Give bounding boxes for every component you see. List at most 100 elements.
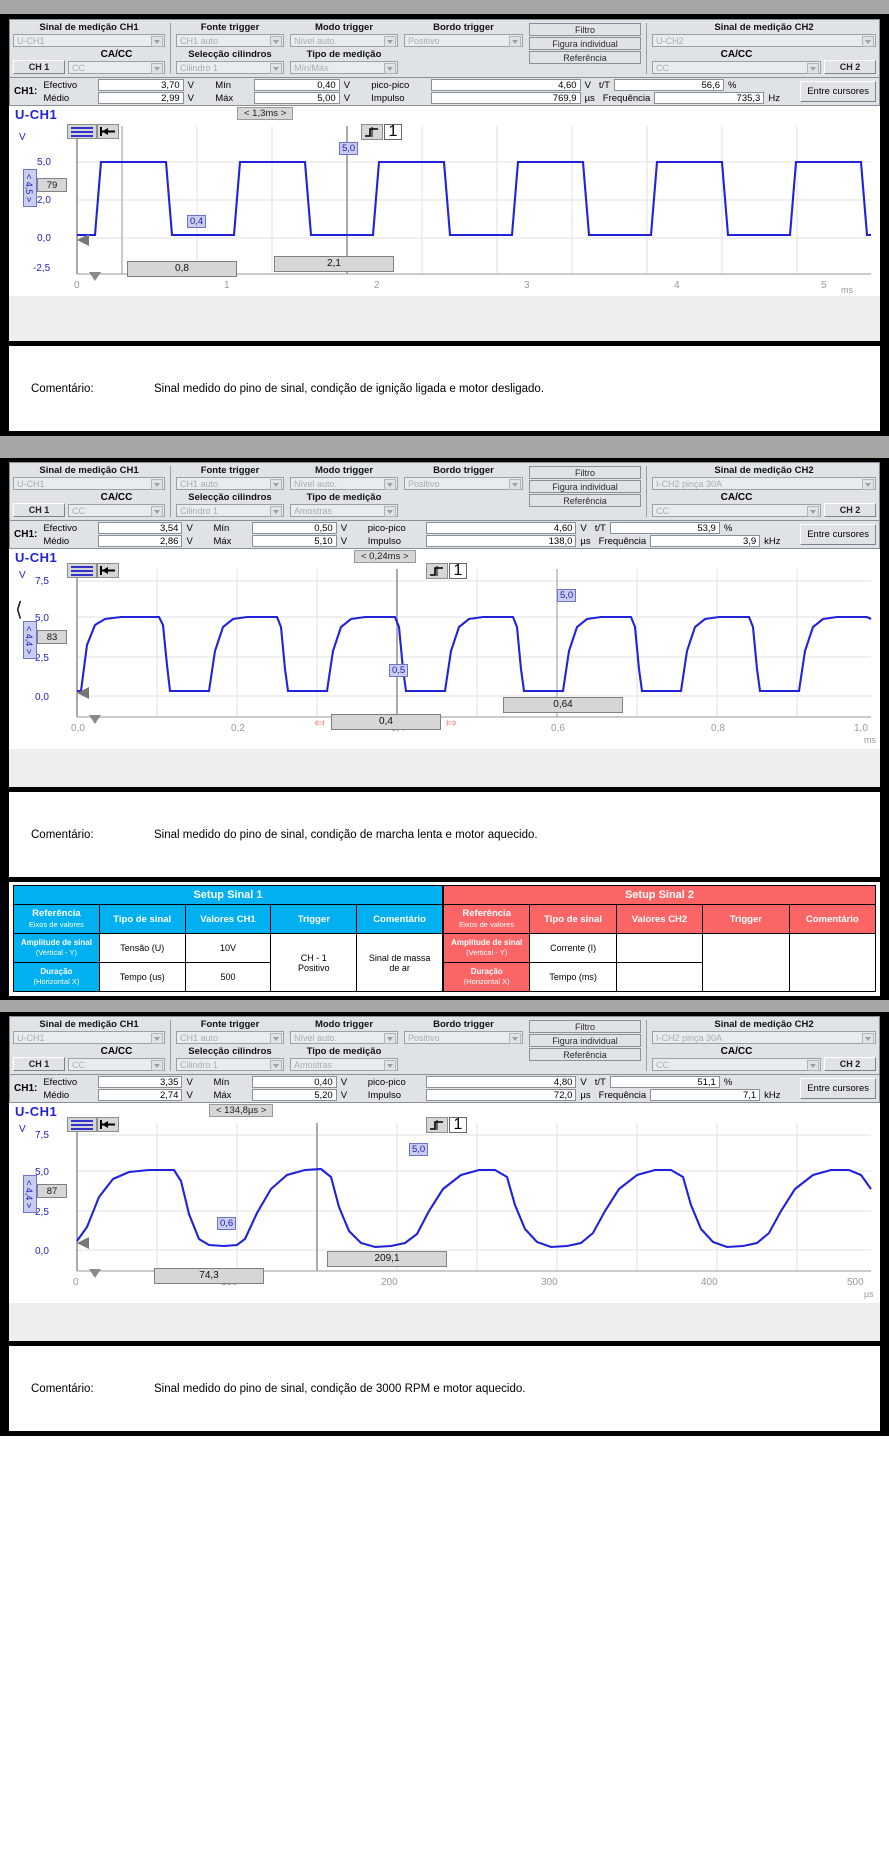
chevron-down-icon[interactable] [509,479,521,490]
trigger-edge-icon[interactable] [426,1117,448,1133]
arrow-right-icon[interactable]: ⤇ [446,715,457,730]
ch1-signal-select[interactable]: U-CH1 [13,34,165,47]
align-left-icon[interactable] [97,1117,119,1132]
chevron-down-icon[interactable] [270,1060,282,1071]
ch1-button[interactable]: CH 1 [13,1057,65,1071]
ch2-button[interactable]: CH 2 [824,1057,876,1071]
arrow-left-icon[interactable]: ⤆ [314,715,325,730]
chevron-down-icon[interactable] [270,479,282,490]
ch1-coupling-select[interactable]: CC [68,61,165,74]
chevron-down-icon[interactable] [151,1033,163,1044]
filter-button[interactable]: Filtro [529,23,641,36]
ch2-signal-select[interactable]: I-CH2 pinça 30A [652,477,876,490]
single-figure-button[interactable]: Figura individual [529,37,641,50]
chevron-down-icon[interactable] [509,36,521,47]
cylinder-select[interactable]: Cilindro 1 [176,1058,284,1071]
vertical-scale-badge[interactable]: < 4,4 > [23,1175,37,1213]
trigger-channel-number[interactable]: 1 [384,123,402,140]
ch2-signal-select[interactable]: U-CH2 [652,34,876,47]
between-cursors-button[interactable]: Entre cursores [800,81,876,102]
vertical-offset-pill[interactable]: 79 [37,178,67,192]
vertical-scale-badge[interactable]: < 4,5 > [23,169,37,207]
trigger-channel-number[interactable]: 1 [449,1116,467,1133]
ch2-button[interactable]: CH 2 [824,503,876,517]
vertical-scale-badge[interactable]: < 4,4 > [23,621,37,659]
chevron-down-icon[interactable] [270,1033,282,1044]
ch2-signal-select[interactable]: I-CH2 pinça 30A [652,1031,876,1044]
trigger-source-select[interactable]: CH1 auto [176,1031,284,1044]
trigger-edge-select[interactable]: Positivo [404,477,523,490]
reference-button[interactable]: Referência [529,51,641,64]
cursor-left-pill[interactable]: 0,4 [331,714,441,730]
chevron-down-icon[interactable] [384,479,396,490]
level-lines-icon[interactable] [67,1117,97,1132]
chevron-down-icon[interactable] [384,36,396,47]
chevron-down-icon[interactable] [384,506,396,517]
trigger-edge-icon[interactable] [361,124,383,140]
ch1-button[interactable]: CH 1 [13,60,65,74]
cylinder-select[interactable]: Cilindro 1 [176,61,284,74]
filter-button[interactable]: Filtro [529,466,641,479]
chevron-down-icon[interactable] [151,506,163,517]
cylinder-select[interactable]: Cilindro 1 [176,504,284,517]
cursor-right-pill[interactable]: 209,1 [327,1251,447,1267]
vertical-offset-pill[interactable]: 87 [37,1184,67,1198]
chevron-down-icon[interactable] [270,506,282,517]
chevron-down-icon[interactable] [862,1033,874,1044]
ch1-signal-select[interactable]: U-CH1 [13,1031,165,1044]
chevron-down-icon[interactable] [270,36,282,47]
single-figure-button[interactable]: Figura individual [529,480,641,493]
reference-button[interactable]: Referência [529,494,641,507]
left-chevron-icon[interactable]: ⟨ [15,599,23,621]
measure-type-select[interactable]: Amostras [290,504,398,517]
trigger-channel-number[interactable]: 1 [449,562,467,579]
ch1-button[interactable]: CH 1 [13,503,65,517]
chevron-down-icon[interactable] [384,1060,396,1071]
chevron-down-icon[interactable] [862,479,874,490]
chevron-down-icon[interactable] [270,63,282,74]
trigger-mode-select[interactable]: Nível auto. [290,1031,398,1044]
ch1-coupling-select[interactable]: CC [68,1058,165,1071]
chevron-down-icon[interactable] [151,63,163,74]
trigger-source-select[interactable]: CH1 auto [176,477,284,490]
trigger-edge-select[interactable]: Positivo [404,1031,523,1044]
filter-button[interactable]: Filtro [529,1020,641,1033]
trigger-source-select[interactable]: CH1 auto [176,34,284,47]
single-figure-button[interactable]: Figura individual [529,1034,641,1047]
chevron-down-icon[interactable] [151,36,163,47]
trigger-edge-select[interactable]: Positivo [404,34,523,47]
ch2-coupling-select[interactable]: CC [652,1058,821,1071]
chevron-down-icon[interactable] [151,1060,163,1071]
cursor-left-pill[interactable]: 0,8 [127,261,237,277]
chevron-down-icon[interactable] [151,479,163,490]
measure-type-select[interactable]: Mín/Máx [290,61,398,74]
cursor-right-pill[interactable]: 0,64 [503,697,623,713]
chevron-down-icon[interactable] [509,1033,521,1044]
between-cursors-button[interactable]: Entre cursores [800,524,876,545]
reference-button[interactable]: Referência [529,1048,641,1061]
level-lines-icon[interactable] [67,563,97,578]
chevron-down-icon[interactable] [807,1060,819,1071]
chevron-down-icon[interactable] [807,506,819,517]
between-cursors-button[interactable]: Entre cursores [800,1078,876,1099]
ch2-button[interactable]: CH 2 [824,60,876,74]
measure-type-select[interactable]: Amostras [290,1058,398,1071]
ch1-signal-select[interactable]: U-CH1 [13,477,165,490]
level-lines-icon[interactable] [67,124,97,139]
ch2-coupling-select[interactable]: CC [652,504,821,517]
align-left-icon[interactable] [97,124,119,139]
ch2-coupling-select[interactable]: CC [652,61,821,74]
cursor-right-pill[interactable]: 2,1 [274,256,394,272]
chevron-down-icon[interactable] [384,1033,396,1044]
trigger-mode-select[interactable]: Nível auto. [290,477,398,490]
ch1-coupling-select[interactable]: CC [68,504,165,517]
vertical-offset-pill[interactable]: 83 [37,630,67,644]
duty-label: t/T [598,79,610,91]
trigger-mode-select[interactable]: Nível auto. [290,34,398,47]
chevron-down-icon[interactable] [384,63,396,74]
chevron-down-icon[interactable] [862,36,874,47]
chevron-down-icon[interactable] [807,63,819,74]
cursor-left-pill[interactable]: 74,3 [154,1268,264,1284]
trigger-edge-icon[interactable] [426,563,448,579]
align-left-icon[interactable] [97,563,119,578]
